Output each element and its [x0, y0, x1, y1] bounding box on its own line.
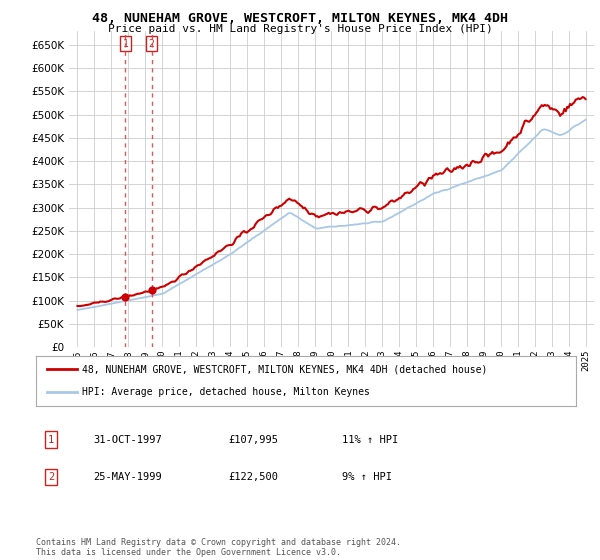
- Text: 11% ↑ HPI: 11% ↑ HPI: [342, 435, 398, 445]
- Text: 2: 2: [149, 39, 155, 49]
- Text: 48, NUNEHAM GROVE, WESTCROFT, MILTON KEYNES, MK4 4DH: 48, NUNEHAM GROVE, WESTCROFT, MILTON KEY…: [92, 12, 508, 25]
- Text: 2: 2: [48, 472, 54, 482]
- Text: 1: 1: [48, 435, 54, 445]
- Point: [147, 286, 157, 295]
- Text: Price paid vs. HM Land Registry's House Price Index (HPI): Price paid vs. HM Land Registry's House …: [107, 24, 493, 34]
- Text: Contains HM Land Registry data © Crown copyright and database right 2024.
This d: Contains HM Land Registry data © Crown c…: [36, 538, 401, 557]
- Text: 9% ↑ HPI: 9% ↑ HPI: [342, 472, 392, 482]
- Text: £122,500: £122,500: [228, 472, 278, 482]
- Text: 31-OCT-1997: 31-OCT-1997: [93, 435, 162, 445]
- Text: 1: 1: [122, 39, 128, 49]
- Text: 48, NUNEHAM GROVE, WESTCROFT, MILTON KEYNES, MK4 4DH (detached house): 48, NUNEHAM GROVE, WESTCROFT, MILTON KEY…: [82, 364, 487, 374]
- Text: HPI: Average price, detached house, Milton Keynes: HPI: Average price, detached house, Milt…: [82, 388, 370, 398]
- Text: £107,995: £107,995: [228, 435, 278, 445]
- Point: [121, 292, 130, 301]
- Text: 25-MAY-1999: 25-MAY-1999: [93, 472, 162, 482]
